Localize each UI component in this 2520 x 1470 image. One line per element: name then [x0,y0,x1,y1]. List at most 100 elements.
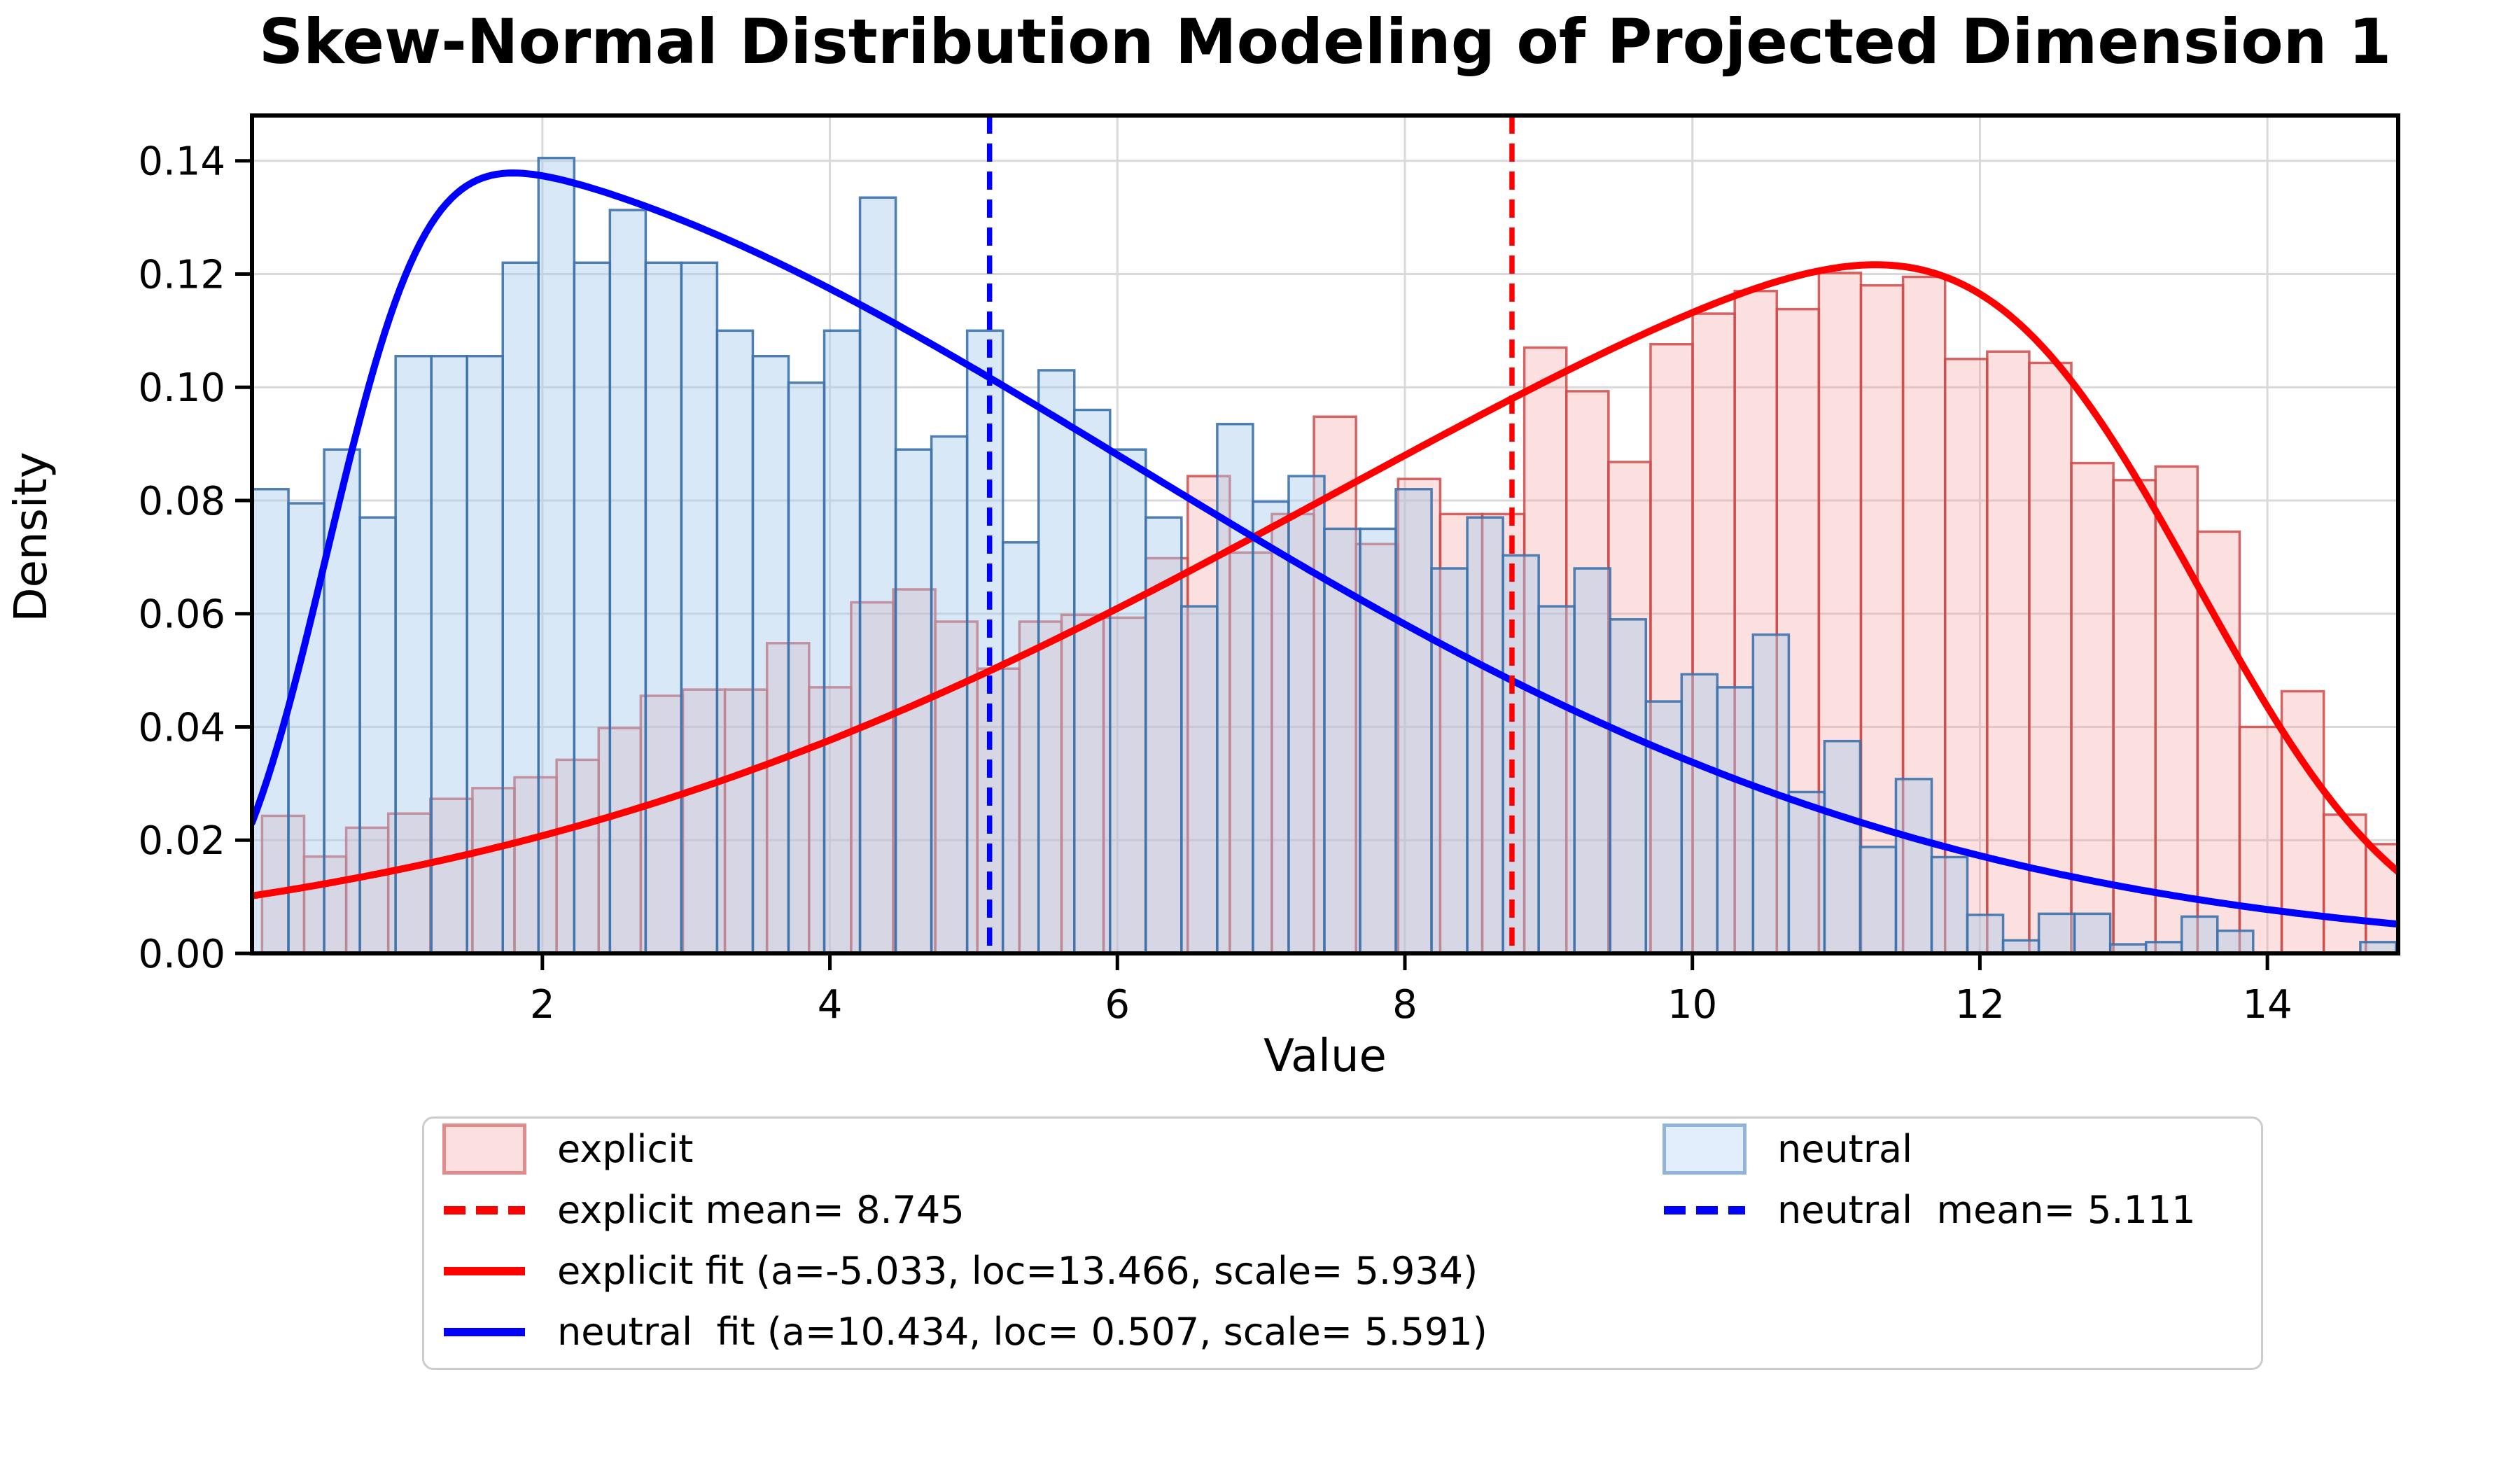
neutral-hist-bar [965,329,1004,953]
explicit-hist-bar [471,787,516,953]
y-tick-label: 0.06 [138,592,225,638]
legend-item-neutral-fit: neutral fit (a=10.434, loc= 0.507, scale… [424,1301,1488,1362]
neutral-hist-bar [1287,475,1326,953]
neutral-hist-bar [1180,605,1219,953]
neutral-hist-bar [644,261,683,953]
neutral-hist-bar [1716,686,1755,953]
neutral-hist-bar [715,329,755,953]
legend-item-explicit-mean: explicit mean= 8.745 [424,1180,965,1240]
neutral-hist-bar [787,381,826,953]
explicit-hist-bar [850,601,895,953]
neutral-hist-bar [537,156,576,953]
explicit-patch-icon [442,1124,526,1175]
y-tick-label: 0.02 [138,818,225,864]
neutral-hist-bar [608,209,648,953]
neutral-hist-bar [2359,941,2398,953]
neutral-hist-bar [2180,915,2219,953]
y-tick-label: 0.08 [138,479,225,524]
neutral-hist-bar [1109,448,1147,953]
legend: explicit explicit mean= 8.745 explicit f… [422,1116,2263,1370]
legend-label: neutral fit (a=10.434, loc= 0.507, scale… [557,1310,1488,1354]
y-axis-label: Density [6,451,57,622]
neutral-hist-bar [1537,605,1576,953]
neutral-hist-bar [1001,541,1040,953]
explicit-hist-bar [1228,551,1273,953]
neutral-hist-bar [1252,500,1290,953]
explicit-fit-line-icon [442,1266,526,1276]
explicit-hist-bar [260,814,306,953]
neutral-hist-bar [1930,855,1969,953]
explicit-hist-bar [1312,415,1357,953]
neutral-mean-dashed-line-icon [1662,1205,1746,1215]
neutral-hist-bar [822,329,862,953]
x-tick-label: 8 [1392,982,1418,1028]
neutral-hist-bar [573,261,612,953]
y-tick-label: 0.10 [138,365,225,411]
x-tick-label: 2 [530,982,555,1028]
neutral-hist-bar [1430,567,1469,953]
explicit-hist-bar [2112,479,2157,953]
neutral-hist-bar [1466,516,1504,953]
neutral-hist-bar [501,261,540,953]
explicit-hist-bar [639,694,685,953]
neutral-hist-bar [1216,423,1254,953]
legend-label: explicit fit (a=-5.033, loc=13.466, scal… [557,1249,1478,1293]
neutral-hist-bar [2037,912,2076,953]
y-tick-label: 0.12 [138,252,225,298]
explicit-hist-bar [1396,477,1442,953]
legend-label: neutral [1777,1127,1913,1171]
explicit-hist-bar [1438,512,1484,953]
explicit-hist-bar [2070,461,2115,953]
legend-item-neutral-mean: neutral mean= 5.111 [1644,1180,2196,1240]
neutral-hist-bar [1966,913,2005,953]
neutral-hist-bar [1609,618,1648,953]
x-tick-label: 10 [1667,982,1717,1028]
neutral-hist-bar [1502,554,1540,953]
neutral-hist-bar [1573,567,1611,953]
chart-title: Skew-Normal Distribution Modeling of Pro… [258,6,2392,78]
y-tick-label: 0.04 [138,705,225,750]
neutral-hist-bar [1359,527,1397,953]
neutral-hist-bar [465,354,504,953]
legend-label: explicit [557,1127,694,1171]
x-tick-label: 6 [1105,982,1130,1028]
explicit-mean-dashed-line-icon [442,1205,526,1215]
y-tick-label: 0.14 [138,139,225,185]
explicit-hist-bar [2028,361,2073,953]
legend-item-neutral: neutral [1644,1119,1912,1180]
neutral-patch-icon [1662,1124,1746,1175]
neutral-hist-bar [358,516,397,953]
x-tick-label: 12 [1955,982,2005,1028]
explicit-hist-bar [2365,843,2398,953]
x-axis-label: Value [1264,1030,1387,1082]
neutral-hist-bar [1858,846,1898,953]
legend-label: neutral mean= 5.111 [1777,1188,2196,1232]
neutral-hist-bar [1644,700,1684,953]
explicit-hist-bar [344,826,390,953]
x-tick-label: 4 [818,982,843,1028]
explicit-hist-bar [1607,461,1652,953]
neutral-hist-bar [2216,929,2255,953]
explicit-hist-bar [1018,620,1063,953]
neutral-hist-bar [751,354,790,953]
neutral-hist-bar [430,354,468,953]
y-tick-label: 0.00 [138,932,225,977]
explicit-hist-bar [1691,312,1736,953]
neutral-hist-bar [1787,790,1826,953]
x-tick-label: 14 [2242,982,2292,1028]
neutral-hist-bar [1680,673,1719,953]
neutral-hist-bar [1823,739,1862,953]
legend-label: explicit mean= 8.745 [557,1188,965,1232]
explicit-hist-bar [892,588,937,953]
explicit-fit-curve [252,261,2398,899]
neutral-hist-bar [1073,408,1112,953]
neutral-fit-line-icon [442,1327,526,1337]
neutral-hist-bar [1394,488,1433,953]
neutral-hist-bar [1894,778,1933,953]
neutral-hist-bar [2073,912,2112,953]
explicit-hist-bar [1817,272,1863,953]
neutral-hist-bar [680,261,719,953]
axes-spines [250,113,2400,955]
